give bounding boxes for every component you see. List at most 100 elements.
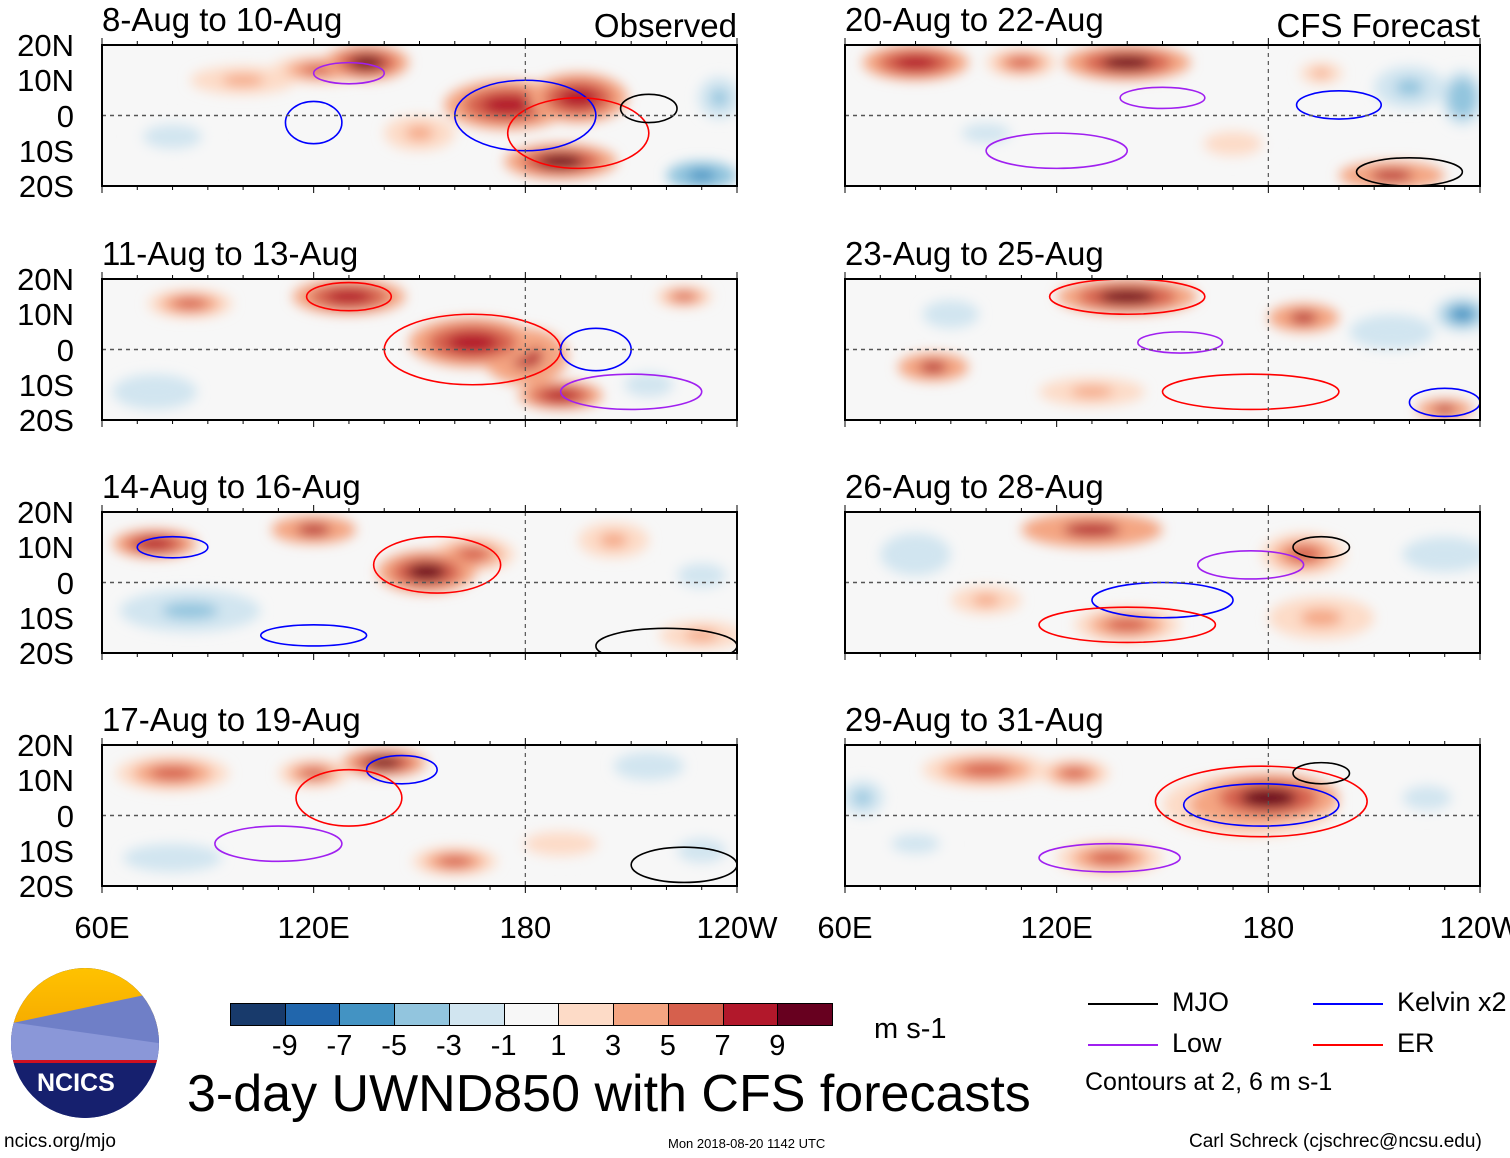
map-panel: [844, 505, 1481, 660]
colorbar-label: -5: [381, 1030, 408, 1062]
wind-anomaly-mark: [539, 836, 582, 851]
lat-tick-label: 20S: [18, 169, 74, 204]
map-panel: [844, 738, 1481, 893]
lat-tick-label: 20S: [18, 869, 74, 904]
wind-anomaly-mark: [1106, 617, 1149, 632]
wind-anomaly-mark: [455, 547, 490, 562]
wave-contour: [506, 97, 650, 170]
panel-title: 11-Aug to 13-Aug: [102, 235, 359, 272]
colorbar-label: -1: [490, 1030, 517, 1062]
contour-note: Contours at 2, 6 m s-1: [1085, 1068, 1333, 1096]
colorbar-label: -3: [436, 1030, 462, 1062]
column-label: Observed: [593, 7, 737, 44]
wind-anomaly-mark: [1453, 86, 1471, 110]
colorbar-swatch: [613, 1003, 669, 1026]
map-panel: [844, 38, 1481, 193]
colorbar-label: -7: [326, 1030, 353, 1062]
panel-title: 29-Aug to 31-Aug: [845, 701, 1104, 738]
colorbar-swatch: [558, 1003, 615, 1026]
wave-contour: [284, 100, 343, 145]
wind-anomaly-mark: [447, 332, 498, 353]
wind-anomaly-mark: [687, 843, 716, 858]
wind-anomaly-mark: [1063, 522, 1121, 537]
wave-contour: [312, 61, 386, 85]
wave-contour: [1196, 549, 1305, 580]
lat-tick-label: 10S: [18, 133, 74, 169]
wind-anomaly-mark: [1070, 386, 1114, 398]
colorbar-label: 7: [714, 1030, 731, 1062]
lat-tick-label: 10N: [17, 297, 74, 333]
wind-anomaly-mark: [599, 533, 628, 548]
colorbar-swatch: [777, 1003, 833, 1026]
lat-tick-label: 10S: [18, 833, 74, 869]
wind-anomaly-mark: [1451, 307, 1474, 322]
wind-anomaly-mark: [972, 127, 1001, 139]
panel-title: 26-Aug to 28-Aug: [845, 468, 1104, 505]
lat-tick-label: 0: [56, 98, 74, 134]
wind-anomaly-mark: [543, 389, 578, 401]
legend-line: [1088, 1044, 1158, 1046]
wind-anomaly-mark: [1101, 55, 1153, 70]
legend-line: [1313, 1003, 1383, 1005]
wave-contour: [1161, 373, 1340, 411]
wind-anomaly-mark: [672, 292, 696, 301]
wave-contour: [1038, 842, 1181, 873]
wind-anomaly-mark: [152, 852, 193, 864]
wind-anomaly-mark: [1088, 850, 1131, 865]
wave-contour: [1408, 387, 1480, 418]
lat-tick-label: 10S: [18, 600, 74, 636]
footer-url[interactable]: ncics.org/mjo: [4, 1131, 116, 1152]
panel-title: 17-Aug to 19-Aug: [102, 701, 361, 738]
wind-anomaly-mark: [326, 289, 372, 304]
lat-tick-label: 10N: [17, 763, 74, 799]
wind-anomaly-mark: [1312, 68, 1330, 78]
colorbar-swatch: [503, 1003, 560, 1026]
lat-tick-label: 20S: [18, 403, 74, 438]
wind-anomaly-mark: [161, 602, 219, 620]
wave-contour: [1038, 606, 1217, 644]
wind-anomaly-mark: [405, 126, 434, 141]
lon-tick-label: 60E: [817, 910, 873, 945]
wind-anomaly-mark: [1240, 788, 1297, 808]
wave-contour: [1091, 581, 1234, 619]
map-panel: [844, 272, 1481, 427]
wave-contour: [136, 535, 209, 559]
wave-contour: [559, 373, 703, 411]
wind-anomaly-mark: [854, 790, 872, 805]
colorbar-label: 5: [659, 1030, 676, 1062]
wind-anomaly-mark: [1374, 324, 1409, 339]
map-panel: [101, 38, 738, 193]
colorbar-units: m s-1: [874, 1013, 947, 1045]
wave-contour: [1355, 157, 1464, 186]
wave-contour: [1292, 535, 1351, 559]
column-label: CFS Forecast: [1276, 7, 1480, 44]
lat-tick-label: 10N: [17, 530, 74, 566]
wind-anomaly-mark: [437, 855, 472, 867]
wave-contour: [305, 281, 393, 312]
wave-contour: [372, 535, 502, 594]
wave-contour: [1295, 90, 1383, 120]
lon-tick-label: 60E: [74, 910, 130, 945]
panel-title: 14-Aug to 16-Aug: [102, 468, 361, 505]
wind-anomaly-mark: [634, 760, 663, 772]
map-panel: [101, 738, 738, 893]
wind-anomaly-mark: [1007, 56, 1036, 69]
wind-anomaly-mark: [221, 74, 265, 86]
colorbar-swatch: [284, 1003, 341, 1026]
wind-anomaly-mark: [1433, 405, 1457, 414]
wave-contour: [1154, 765, 1368, 838]
wind-anomaly-mark: [1370, 169, 1413, 182]
lon-tick-label: 180: [499, 910, 552, 945]
wind-anomaly-mark: [1395, 78, 1424, 96]
wind-anomaly-mark: [1289, 312, 1318, 324]
lon-tick-label: 120W: [1439, 910, 1510, 945]
lon-tick-label: 180: [1242, 910, 1295, 945]
wind-anomaly-mark: [894, 55, 937, 70]
wave-contour: [1119, 86, 1206, 110]
legend-label: ER: [1397, 1028, 1435, 1058]
colorbar-swatch: [339, 1003, 396, 1026]
wind-anomaly-mark: [406, 563, 447, 581]
lat-tick-label: 10S: [18, 367, 74, 403]
colorbar-swatch: [230, 1003, 286, 1026]
wind-anomaly-mark: [155, 129, 190, 144]
